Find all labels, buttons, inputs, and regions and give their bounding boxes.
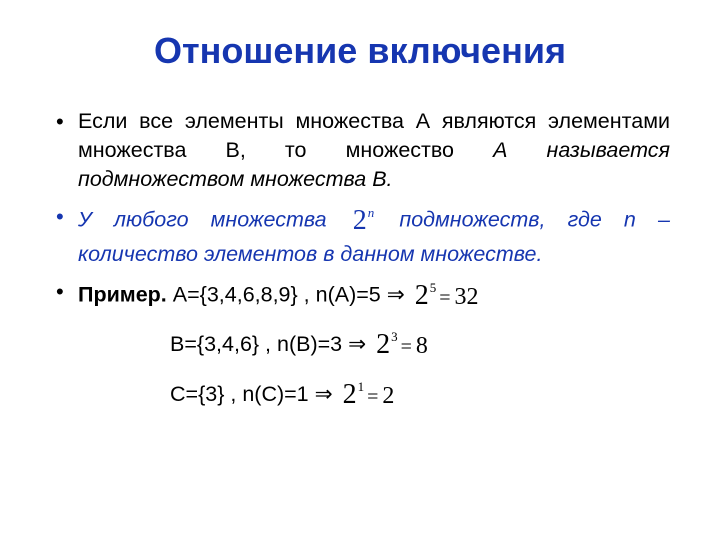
slide-title: Отношение включения <box>50 30 670 72</box>
example-line-a-text: А={3,4,6,8,9} , n(A)=5 ⇒ <box>167 282 411 306</box>
bullet-1: Если все элементы множества А являются э… <box>50 107 670 194</box>
formula-a-res: 32 <box>455 284 479 310</box>
formula-2n-base: 2 <box>353 205 367 236</box>
example-line-c-text: C={3} , n(C)=1 ⇒ <box>170 383 339 407</box>
example-line-b-text: B={3,4,6} , n(B)=3 ⇒ <box>170 332 372 356</box>
formula-a-eq: = <box>439 287 450 309</box>
formula-c-sup: 1 <box>358 379 365 394</box>
formula-c-base: 2 <box>343 379 357 410</box>
formula-b-eq: = <box>401 336 412 358</box>
formula-a-base: 2 <box>415 280 429 311</box>
bullet-list: Если все элементы множества А являются э… <box>50 107 670 315</box>
formula-c: 21=2 <box>339 373 399 418</box>
formula-b-sup: 3 <box>391 329 398 344</box>
formula-b-res: 8 <box>416 333 428 359</box>
formula-a: 25=32 <box>411 277 483 315</box>
formula-2n-sup: n <box>368 205 375 220</box>
bullet-2-part1: У любого множества <box>78 208 349 232</box>
example-line-c: C={3} , n(C)=1 ⇒ 21=2 <box>50 373 670 418</box>
formula-c-res: 2 <box>382 383 394 409</box>
formula-2n: 2n <box>349 202 378 240</box>
example-line-b: B={3,4,6} , n(B)=3 ⇒ 23=8 <box>50 323 670 368</box>
formula-b-base: 2 <box>376 329 390 360</box>
bullet-2: У любого множества 2n подмножеств, где n… <box>50 202 670 269</box>
example-label: Пример. <box>78 282 167 306</box>
formula-a-sup: 5 <box>430 280 437 295</box>
formula-c-eq: = <box>367 386 378 408</box>
bullet-3-example: Пример. А={3,4,6,8,9} , n(A)=5 ⇒ 25=32 <box>50 277 670 315</box>
formula-b: 23=8 <box>372 323 432 368</box>
